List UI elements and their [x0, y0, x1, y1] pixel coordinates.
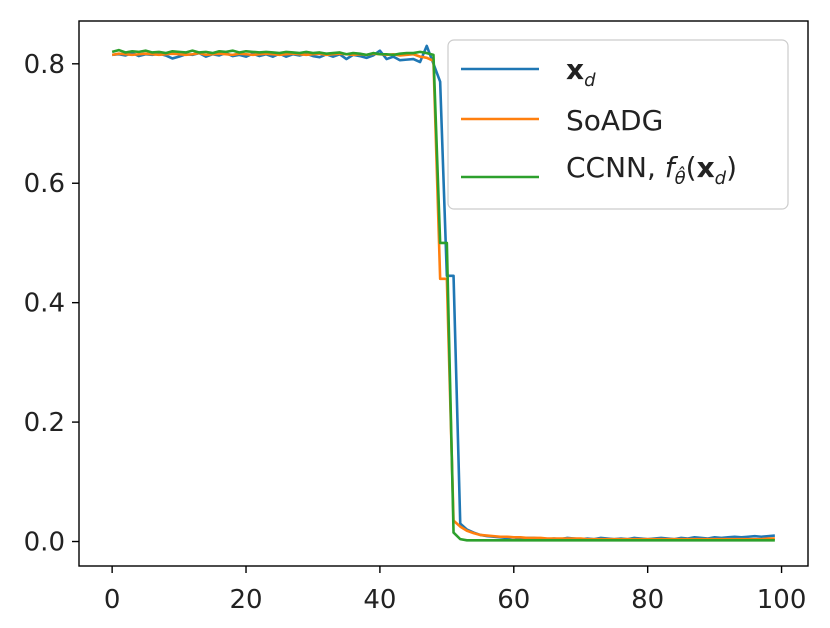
legend: xd SoADG CCNN, fθ̂(xd): [447, 39, 789, 210]
y-tick-label: 0.8: [24, 50, 65, 80]
x-tick-label: 100: [757, 585, 807, 615]
x-tick-label: 40: [363, 585, 396, 615]
x-tick-label: 60: [497, 585, 530, 615]
series-line-2: [111, 48, 775, 542]
legend-label-xd-main: x: [566, 53, 584, 86]
legend-label-soadg: SoADG: [566, 104, 663, 137]
axis-ticks: 0 20 40 60 80 100 0.0 0.2 0.4 0.6 0.8: [24, 50, 807, 615]
legend-label-xd: xd: [566, 53, 596, 91]
legend-label-xd-sub: d: [584, 70, 596, 91]
x-tick-label: 20: [229, 585, 262, 615]
y-tick-label: 0.6: [24, 169, 65, 199]
axes-frame: [78, 20, 809, 567]
y-tick-label: 0.2: [24, 408, 65, 438]
legend-label-ccnn-main: CCNN,: [566, 151, 665, 184]
y-tick-label: 0.4: [24, 289, 65, 319]
x-tick-label: 80: [631, 585, 664, 615]
legend-label-ccnn: CCNN, fθ̂(xd): [566, 151, 737, 189]
series-lines: [111, 44, 775, 542]
legend-box: [447, 39, 789, 210]
x-tick-label: 0: [104, 585, 121, 615]
y-tick-label: 0.0: [24, 528, 65, 558]
